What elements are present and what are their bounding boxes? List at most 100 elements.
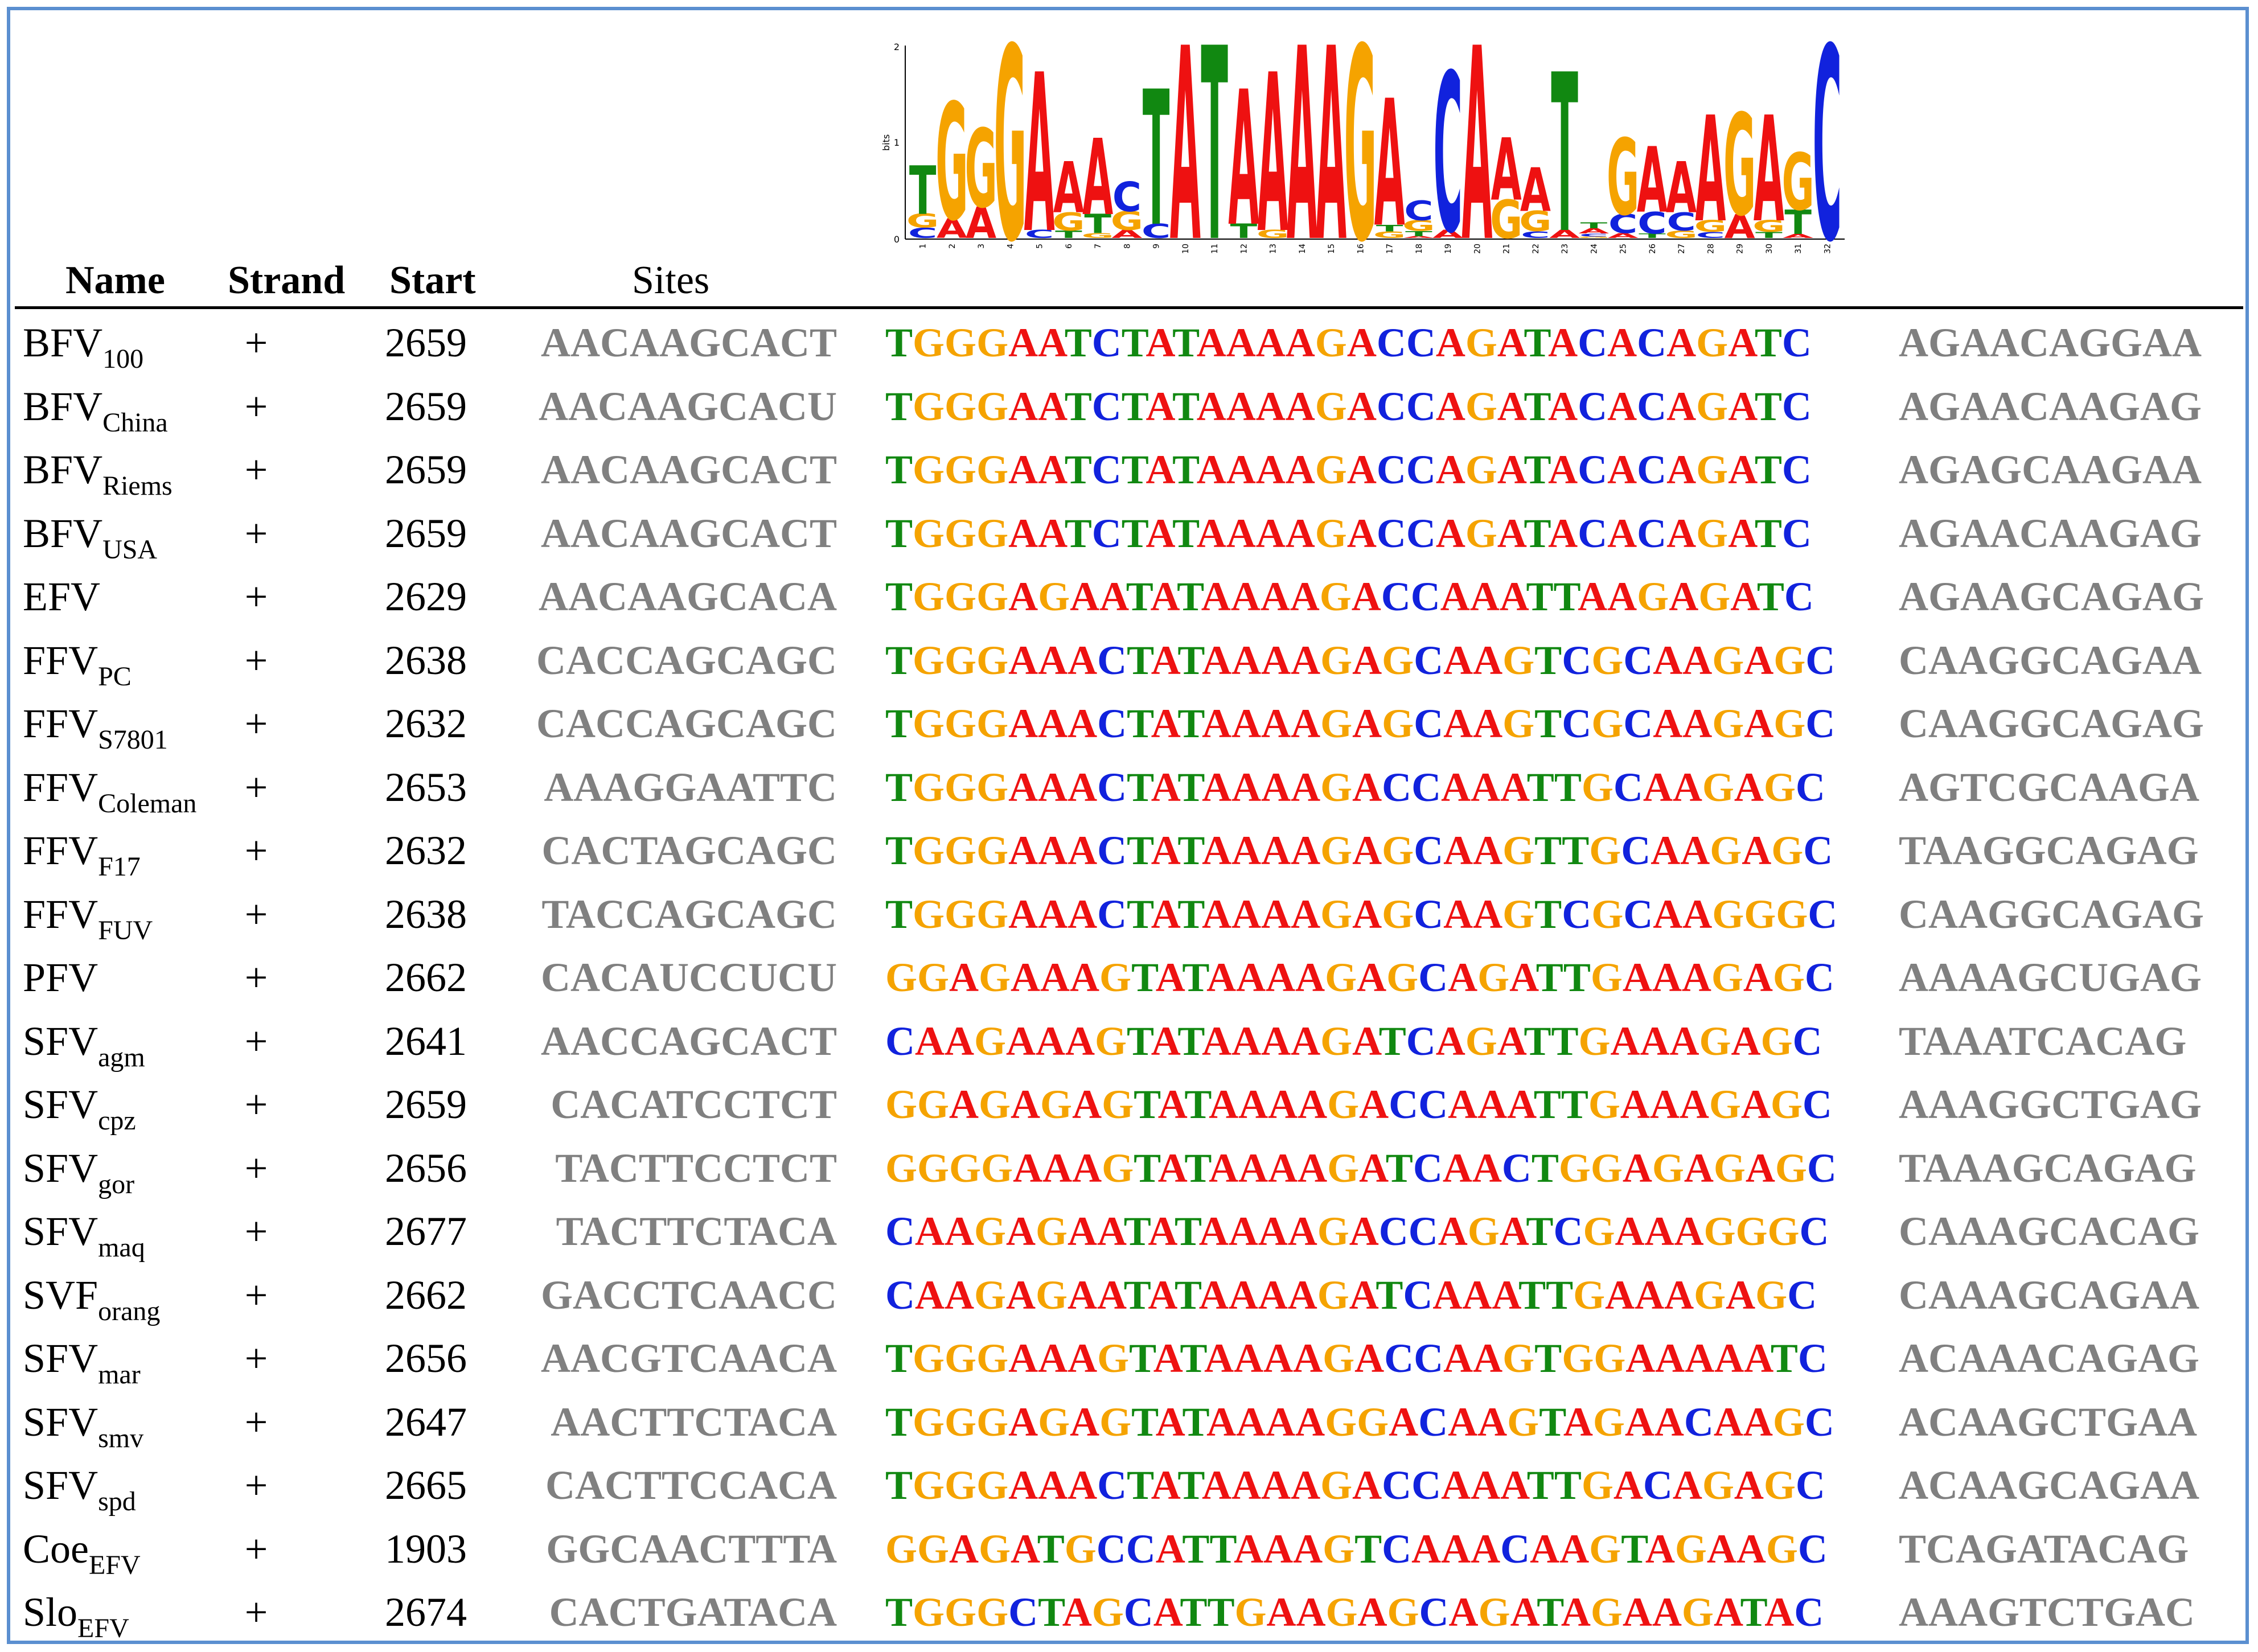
site-base: A (1346, 383, 1377, 429)
site-base: G (1591, 891, 1624, 937)
row-site-seq: TGGGAATCTATAAAAGACCAGATACACAGATC (885, 502, 1812, 565)
site-base: G (1712, 891, 1744, 937)
site-base: C (1384, 1335, 1414, 1381)
logo-letter: C (1521, 229, 1550, 240)
logo-x-tick: 9 (1152, 244, 1161, 249)
logo-x-tick: 22 (1532, 244, 1541, 254)
site-base: G (1382, 637, 1414, 683)
site-base: A (1238, 1145, 1268, 1191)
site-base: G (913, 447, 945, 492)
site-base: G (1772, 1399, 1805, 1445)
site-base: A (1148, 1209, 1175, 1254)
site-base: C (1097, 637, 1127, 683)
site-base: T (885, 701, 913, 746)
site-base: A (1038, 383, 1065, 429)
site-base: G (1583, 1209, 1615, 1254)
site-base: A (1036, 1018, 1066, 1064)
site-base: G (1767, 1209, 1800, 1254)
site-base: G (1712, 701, 1744, 746)
logo-letter: G (906, 210, 939, 232)
site-base: A (1469, 574, 1500, 619)
site-base: A (1255, 510, 1286, 556)
site-base: G (1325, 955, 1357, 1000)
logo-x-tick: 15 (1327, 244, 1336, 254)
row-upstream-seq: AACAAGCACU (539, 383, 837, 429)
site-base: T (1534, 701, 1562, 746)
site-base: A (1713, 1399, 1743, 1445)
site-base: A (1285, 510, 1315, 556)
site-base: A (1013, 1145, 1043, 1191)
site-base: G (1681, 1589, 1714, 1635)
site-base: G (1591, 701, 1624, 746)
site-base: A (1011, 955, 1041, 1000)
logo-letter: A (1520, 156, 1551, 226)
logo-letter: C (1813, 40, 1842, 279)
row-downstream-seq: ACAAGCAGAA (1899, 1462, 2199, 1508)
site-base: A (1654, 1399, 1684, 1445)
logo-letter: T (1201, 40, 1228, 279)
site-base: A (1744, 1335, 1771, 1381)
site-base: A (1298, 1082, 1328, 1127)
site-base: T (1175, 1272, 1199, 1318)
row-downstream-seq: AGAACAGGAA (1899, 320, 2202, 365)
site-base: A (1231, 1462, 1262, 1508)
site-base: G (913, 891, 945, 937)
site-base: T (1534, 891, 1562, 937)
site-base: T (1064, 447, 1092, 492)
site-base: A (1473, 891, 1503, 937)
site-base: C (1805, 637, 1836, 683)
row-upstream-seq: AACGTCAACA (541, 1335, 837, 1381)
site-base: G (1594, 1335, 1626, 1381)
site-base: A (1209, 1145, 1239, 1191)
site-base: C (1797, 1526, 1828, 1572)
row-start: 2656 (385, 1335, 467, 1381)
row-downstream-seq: AGAACAAGAG (1899, 510, 2202, 556)
row-name: SVForang (23, 1263, 160, 1327)
site-base: A (1261, 637, 1291, 683)
site-base: G (1325, 1589, 1358, 1635)
site-base: A (915, 1209, 945, 1254)
row-name: SFVsmv (23, 1390, 143, 1454)
site-base: A (1435, 447, 1465, 492)
site-base: A (1157, 1145, 1185, 1191)
site-base: T (1064, 383, 1092, 429)
row-upstream-seq: GACCTCAACC (541, 1272, 837, 1318)
site-base: A (1261, 828, 1291, 873)
row-start: 2659 (385, 320, 467, 365)
site-base: A (1610, 1018, 1640, 1064)
site-base: A (1346, 447, 1377, 492)
site-base: C (1408, 1209, 1438, 1254)
site-base: A (1068, 764, 1098, 810)
site-base: T (1172, 320, 1197, 365)
site-base: G (1591, 637, 1624, 683)
site-base: G (979, 955, 1011, 1000)
site-base: T (1134, 1082, 1158, 1127)
logo-letter: G (1752, 217, 1785, 236)
site-base: C (1500, 1526, 1530, 1572)
site-base: G (1064, 1526, 1097, 1572)
row-site-seq: GGGGAAAGTATAAAAGATCAACTGGAGAGAGC (885, 1136, 1837, 1200)
site-base: A (1151, 891, 1178, 937)
site-base: A (1440, 574, 1470, 619)
site-base: A (1065, 1018, 1095, 1064)
table-row: SFVgor +2656 TACTTCCTCT GGGGAAAGTATAAAAGATC… (0, 1136, 2258, 1200)
site-base: A (1226, 383, 1256, 429)
site-base: A (1655, 1335, 1685, 1381)
site-base: G (945, 1589, 977, 1635)
site-base: C (1411, 764, 1442, 810)
site-base: A (1202, 891, 1232, 937)
site-base: A (1745, 1145, 1775, 1191)
logo-letter: G (1344, 40, 1377, 279)
site-base: T (1207, 1589, 1235, 1635)
site-base: A (1038, 510, 1065, 556)
site-base: A (1008, 701, 1038, 746)
site-base: C (1414, 828, 1444, 873)
site-base: A (1146, 320, 1173, 365)
site-base: A (1680, 828, 1710, 873)
site-base: C (1795, 1462, 1825, 1508)
row-start: 2659 (385, 1082, 467, 1127)
logo-letter: T (1405, 229, 1432, 238)
site-base: C (1637, 383, 1667, 429)
site-base: A (1497, 320, 1524, 365)
site-base: A (1674, 1209, 1704, 1254)
